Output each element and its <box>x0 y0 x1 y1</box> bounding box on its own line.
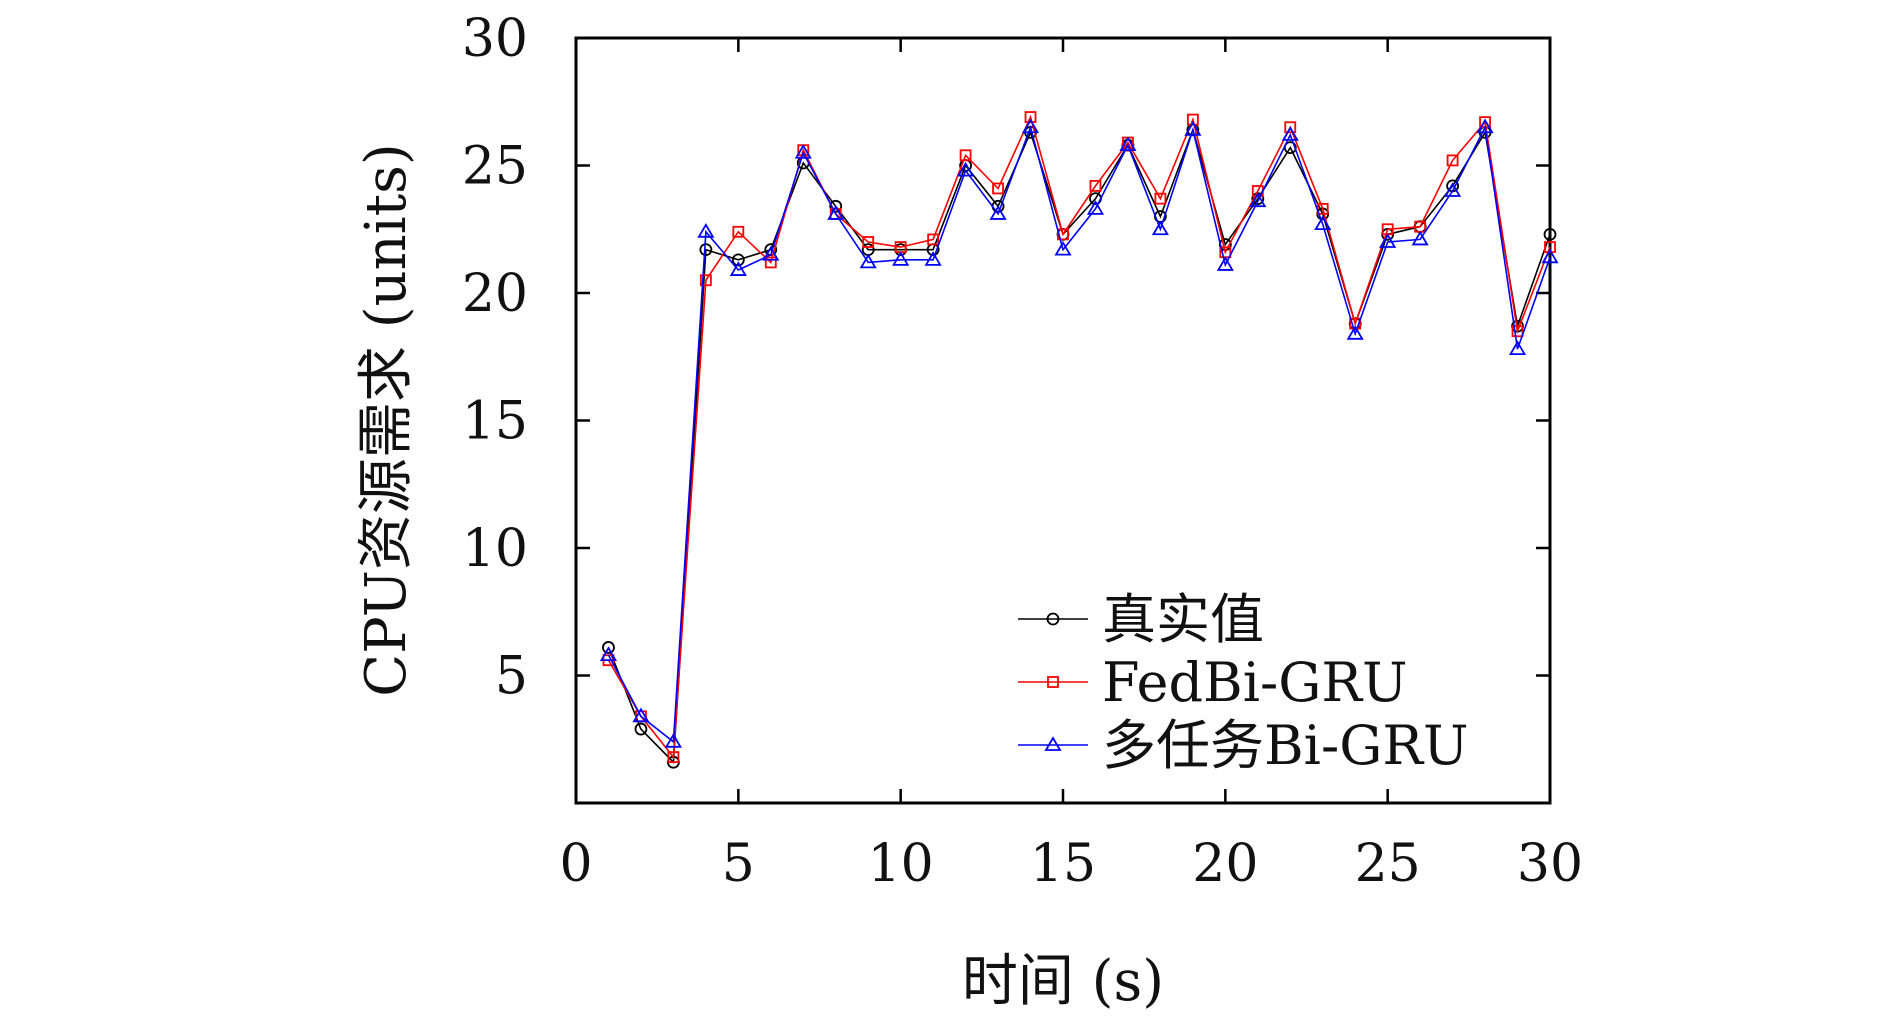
axis-ticks: 0 5 10 15 20 25 30 5 10 15 20 25 30 <box>462 9 1583 894</box>
legend-label-2: 多任务Bi-GRU <box>1102 714 1469 777</box>
x-tick-label: 0 <box>559 834 592 894</box>
legend-point <box>1046 612 1060 626</box>
x-tick-label: 10 <box>868 834 934 894</box>
data-point <box>1024 111 1037 123</box>
legend-marker-0 <box>1018 612 1088 626</box>
series-line-2 <box>607 124 1551 744</box>
data-point <box>1021 118 1040 134</box>
y-tick-label: 5 <box>495 647 528 707</box>
x-tick-label: 15 <box>1030 834 1096 894</box>
data-point <box>892 251 910 266</box>
data-point <box>1086 200 1105 215</box>
data-point <box>632 707 650 723</box>
data-point <box>989 205 1007 220</box>
legend-item-0: 真实值 <box>1018 588 1264 651</box>
data-point <box>1314 215 1332 231</box>
data-point <box>1089 179 1102 192</box>
series-1 <box>602 111 1556 763</box>
data-point <box>664 733 682 748</box>
y-tick-label: 20 <box>462 264 528 324</box>
x-tick-label: 20 <box>1192 834 1258 894</box>
data-point <box>699 274 712 287</box>
data-point <box>634 722 648 736</box>
data-point <box>729 261 747 276</box>
data-point <box>827 205 845 220</box>
data-point <box>1119 136 1137 152</box>
legend: 真实值 FedBi-GRU 多任务Bi-GRU <box>1018 588 1469 777</box>
data-point <box>992 182 1004 195</box>
data-point <box>1411 230 1429 246</box>
legend-item-1: FedBi-GRU <box>1018 651 1408 714</box>
y-tick-label: 10 <box>462 519 528 579</box>
data-point <box>599 646 618 661</box>
data-point <box>1184 121 1202 136</box>
data-point <box>1154 192 1167 205</box>
data-point <box>1508 340 1527 356</box>
data-point <box>1057 228 1069 241</box>
x-tick-label: 30 <box>1517 834 1583 894</box>
data-point <box>1281 126 1299 141</box>
series-layer <box>599 111 1559 769</box>
legend-point <box>1044 736 1062 751</box>
legend-item-2: 多任务Bi-GRU <box>1018 714 1469 777</box>
data-point <box>732 225 745 238</box>
data-point <box>1054 240 1072 256</box>
x-tick-label: 5 <box>722 834 755 894</box>
series-line-1 <box>607 114 1551 760</box>
data-point <box>697 223 715 238</box>
series-0 <box>602 123 1557 769</box>
data-point <box>762 245 780 261</box>
y-tick-label: 30 <box>462 9 528 69</box>
legend-point <box>1047 676 1059 688</box>
data-point <box>794 143 812 159</box>
data-point <box>829 199 843 213</box>
data-point <box>1284 121 1297 134</box>
data-point <box>1249 192 1267 208</box>
y-axis-title: CPU资源需求 (units) <box>354 143 419 697</box>
data-point <box>1543 227 1557 241</box>
data-point <box>1379 233 1397 248</box>
legend-label-0: 真实值 <box>1102 588 1264 651</box>
data-point <box>1544 241 1556 254</box>
x-axis-title: 时间 (s) <box>962 949 1164 1014</box>
data-point <box>1186 113 1199 126</box>
data-point <box>1476 118 1494 134</box>
data-point <box>602 641 615 654</box>
data-point <box>1346 325 1364 340</box>
legend-marker-2 <box>1018 736 1088 751</box>
data-point <box>1151 220 1169 236</box>
data-point <box>957 161 975 177</box>
data-point <box>731 253 745 267</box>
series-2 <box>599 118 1559 748</box>
legend-marker-1 <box>1018 676 1088 688</box>
data-point <box>1511 325 1524 338</box>
data-point <box>1446 154 1459 167</box>
data-point <box>764 256 777 269</box>
data-point <box>667 751 680 763</box>
data-point <box>924 251 942 266</box>
data-point <box>927 233 940 246</box>
data-point <box>1541 248 1559 264</box>
x-tick-label: 25 <box>1355 834 1421 894</box>
data-point <box>859 253 877 269</box>
data-point <box>1349 317 1362 330</box>
series-line-0 <box>607 127 1551 765</box>
data-point <box>1444 182 1462 197</box>
data-point <box>959 149 972 162</box>
y-tick-label: 15 <box>462 392 528 452</box>
legend-label-1: FedBi-GRU <box>1102 651 1408 714</box>
data-point <box>1216 256 1234 271</box>
data-point <box>862 236 875 248</box>
y-tick-label: 25 <box>462 137 528 197</box>
